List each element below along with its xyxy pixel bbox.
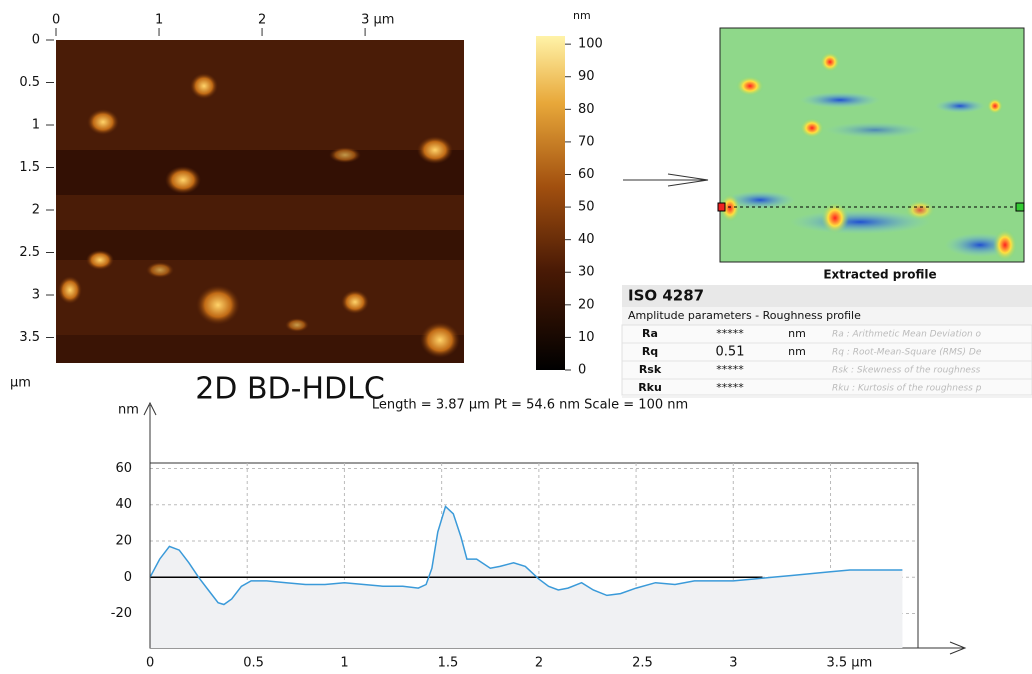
colorbar: [536, 36, 565, 370]
y-tick-label: 1.5: [19, 160, 40, 175]
extracted-image: [717, 27, 1025, 263]
colorbar-tick-label: 60: [578, 167, 595, 182]
colorbar-tick-label: 90: [578, 69, 595, 84]
x-tick-label: 0: [146, 656, 154, 671]
x-tick-label: 1: [340, 656, 348, 671]
value: *****: [716, 381, 744, 394]
x-tick-label: 1.5: [438, 656, 459, 671]
y-tick-label: 2.5: [19, 245, 40, 260]
colorbar-tick-label: 70: [578, 134, 595, 149]
colorbar-tick-label: 10: [578, 330, 595, 345]
x-tick-label: 0: [52, 13, 60, 28]
chart-title: Length = 3.87 µm Pt = 54.6 nm Scale = 10…: [372, 398, 688, 413]
unit: nm: [788, 345, 806, 358]
x-tick-label: 2.5: [632, 656, 653, 671]
colorbar-unit: nm: [573, 9, 591, 22]
param: Rsk: [639, 363, 662, 376]
param: Ra: [642, 327, 658, 340]
afm-y-unit: µm: [10, 376, 31, 391]
arrow: [623, 173, 709, 187]
afm-axes: 0 1 2 3 µm 0 0.5 1 1.5 2 2.5 3 3.5: [19, 13, 394, 346]
y-tick-label: 0: [124, 570, 132, 585]
value: *****: [716, 327, 744, 340]
colorbar-tick-label: 80: [578, 102, 595, 117]
colorbar-tick-label: 50: [578, 200, 595, 215]
unit: nm: [788, 327, 806, 340]
description: Rq : Root-Mean-Square (RMS) De: [832, 348, 982, 358]
afm-title: 2D BD-HDLC: [195, 372, 385, 407]
extracted-caption: Extracted profile: [823, 268, 936, 282]
value: *****: [716, 363, 744, 376]
y-tick-label: -20: [111, 606, 132, 621]
y-tick-label: 1: [32, 118, 40, 133]
y-tick-label: 60: [115, 461, 132, 476]
x-tick-label: 3: [729, 656, 737, 671]
table-title: ISO 4287: [628, 287, 704, 305]
profile-line: [149, 505, 903, 606]
y-unit: nm: [118, 403, 139, 418]
axis-arrows: [143, 401, 967, 655]
colorbar-tick-label: 20: [578, 297, 595, 312]
table-subtitle: Amplitude parameters - Roughness profile: [628, 309, 861, 322]
y-tick-label: 40: [115, 497, 132, 512]
x-tick-label: 0.5: [243, 656, 264, 671]
value: 0.51: [716, 345, 745, 360]
colorbar-tick-label: 40: [578, 232, 595, 247]
table-rows: Ra ***** nm Ra : Arithmetic Mean Deviation …: [622, 327, 1032, 398]
colorbar-tick-label: 100: [578, 37, 603, 52]
y-tick-label: 20: [115, 533, 132, 548]
param: Rq: [642, 345, 658, 358]
roughness-table: [621, 285, 1032, 396]
param: Rku: [638, 381, 662, 394]
y-tick-label: 0: [32, 33, 40, 48]
x-tick-label: 2: [535, 656, 543, 671]
x-tick-label: 2: [258, 13, 266, 28]
profile-chart: -20 0 20 40 60 0 0.5 1 1.5 2 2.5 3 3.5 µm: [111, 461, 918, 671]
y-tick-label: 3: [32, 288, 40, 303]
x-tick-label: 3 µm: [361, 13, 394, 28]
y-tick-label: 2: [32, 203, 40, 218]
afm-image: [56, 40, 464, 363]
x-tick-label: 3.5 µm: [827, 656, 873, 671]
description: Rsk : Skewness of the roughness: [832, 366, 981, 376]
colorbar-tick-label: 30: [578, 265, 595, 280]
y-tick-label: 3.5: [19, 330, 40, 345]
description: Rku : Kurtosis of the roughness p: [832, 384, 982, 394]
colorbar-tick-label: 0: [578, 363, 586, 378]
y-tick-label: 0.5: [19, 75, 40, 90]
description: Ra : Arithmetic Mean Deviation o: [832, 330, 982, 340]
x-tick-label: 1: [155, 13, 163, 28]
